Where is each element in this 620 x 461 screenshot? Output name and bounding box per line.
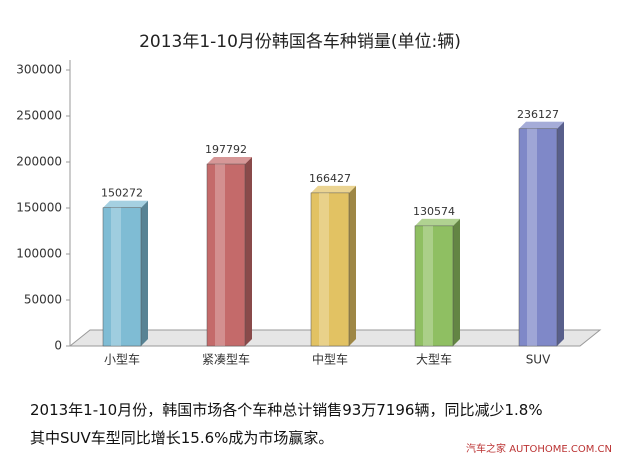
y-tick-label: 50000: [24, 293, 62, 307]
x-tick-label: 小型车: [104, 352, 140, 367]
bar-side: [141, 200, 148, 346]
x-tick-label: 紧凑型车: [202, 352, 250, 367]
bar-top: [415, 218, 460, 226]
bar-top-shade: [311, 185, 356, 193]
bar-side: [245, 157, 252, 346]
value-label: 130574: [413, 205, 455, 218]
bar-side: [349, 185, 356, 346]
y-tick-label: 100000: [16, 247, 62, 261]
bar-side: [453, 218, 460, 346]
chart-title: 2013年1-10月份韩国各车种销量(单位:辆): [139, 32, 461, 52]
watermark: 汽车之家 AUTOHOME.COM.CN: [466, 444, 612, 455]
bar-top: [207, 157, 252, 165]
bar-highlight: [423, 225, 433, 346]
y-tick-label: 0: [54, 339, 62, 353]
y-tick-label: 300000: [16, 63, 62, 77]
value-label: 236127: [517, 108, 559, 121]
bar-top: [311, 185, 356, 193]
value-label: 150272: [101, 187, 143, 200]
bar-side-shade: [141, 200, 148, 346]
bar-side: [557, 121, 564, 347]
bar-top-shade: [415, 218, 460, 226]
bar-top: [519, 121, 564, 129]
bar-side-shade: [453, 218, 460, 346]
bar-side-shade: [557, 121, 564, 347]
bar-highlight: [319, 192, 329, 346]
bar-top-shade: [103, 200, 148, 208]
bar-highlight: [527, 128, 537, 346]
bar-side-shade: [349, 185, 356, 346]
bar: [102, 207, 142, 347]
x-tick-label: SUV: [526, 353, 551, 367]
bar: [414, 225, 454, 347]
bar: [206, 163, 246, 347]
value-label: 166427: [309, 172, 351, 185]
bar-highlight: [215, 164, 225, 346]
y-tick-label: 150000: [16, 201, 62, 215]
x-tick-label: 大型车: [416, 352, 452, 367]
y-tick-label: 200000: [16, 155, 62, 169]
bar-top-shade: [207, 157, 252, 165]
caption-line: 2013年1-10月份，韩国市场各个车种总计销售93万7196辆，同比减少1.8…: [30, 401, 543, 419]
caption-line: 其中SUV车型同比增长15.6%成为市场赢家。: [30, 429, 334, 447]
y-tick-label: 250000: [16, 109, 62, 123]
bar-top: [103, 200, 148, 208]
x-tick-label: 中型车: [312, 352, 348, 367]
bar-top-shade: [519, 121, 564, 129]
bar-side-shade: [245, 157, 252, 346]
bar: [518, 128, 558, 347]
bar: [310, 192, 350, 347]
bar-highlight: [111, 207, 121, 346]
value-label: 197792: [205, 143, 247, 156]
